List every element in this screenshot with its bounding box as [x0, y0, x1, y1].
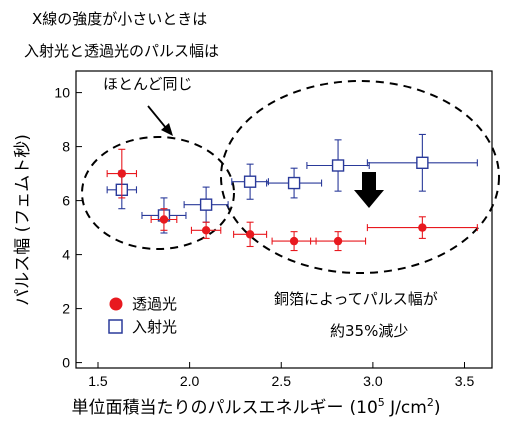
legend-marker-transmitted [109, 297, 123, 311]
x-tick-label: 3.0 [363, 373, 383, 389]
y-tick-label: 0 [62, 355, 70, 371]
data-point-transmitted [201, 226, 211, 235]
data-point-transmitted [159, 215, 169, 224]
data-point-transmitted [117, 169, 127, 178]
data-point-incident [331, 159, 345, 172]
y-tick-label: 4 [62, 247, 70, 263]
data-point-transmitted [333, 236, 343, 246]
plot-frame [75, 70, 493, 369]
x-tick-label: 1.5 [88, 373, 108, 389]
down-arrow-icon [354, 172, 384, 208]
y-tick-label: 6 [62, 193, 70, 209]
ellipse-similar-region [81, 136, 235, 250]
x-tick-label: 3.5 [455, 373, 475, 389]
data-point-incident [287, 176, 301, 190]
x-tick-label: 2.0 [180, 373, 200, 389]
data-point-transmitted [289, 236, 299, 246]
data-point-transmitted [418, 223, 427, 232]
annotation-reduced-line1: 銅箔によってパルス幅が [274, 290, 438, 308]
pointer-arrow-head [161, 123, 173, 136]
y-axis-title: パルス幅 (フェムト秒) [13, 134, 33, 306]
y-tick-label: 2 [62, 301, 70, 317]
data-point-transmitted [245, 230, 255, 239]
x-axis-title: 単位面積当たりのパルスエネルギー (105 J/cm2) [72, 396, 441, 418]
y-tick-label: 10 [54, 85, 70, 101]
legend-label-incident: 入射光 [132, 318, 177, 336]
annotation-low-intensity-line1: X線の強度が小さいときは [32, 10, 208, 28]
data-point-incident [243, 175, 257, 188]
data-point-incident [416, 156, 429, 170]
data-point-incident [199, 198, 213, 211]
ellipse-reduced-region [220, 80, 500, 274]
annotation-reduced-line2: 約35%減少 [330, 322, 409, 340]
legend: 透過光 入射光 [108, 295, 177, 336]
annotation-nearly-same: ほとんど同じ [103, 75, 193, 93]
x-tick-label: 2.5 [272, 373, 292, 389]
legend-label-transmitted: 透過光 [132, 295, 177, 313]
y-tick-label: 8 [62, 139, 70, 155]
pointer-arrow-line [147, 105, 167, 129]
legend-marker-incident [108, 319, 123, 334]
annotation-low-intensity-line2: 入射光と透過光のパルス幅は [24, 42, 220, 60]
